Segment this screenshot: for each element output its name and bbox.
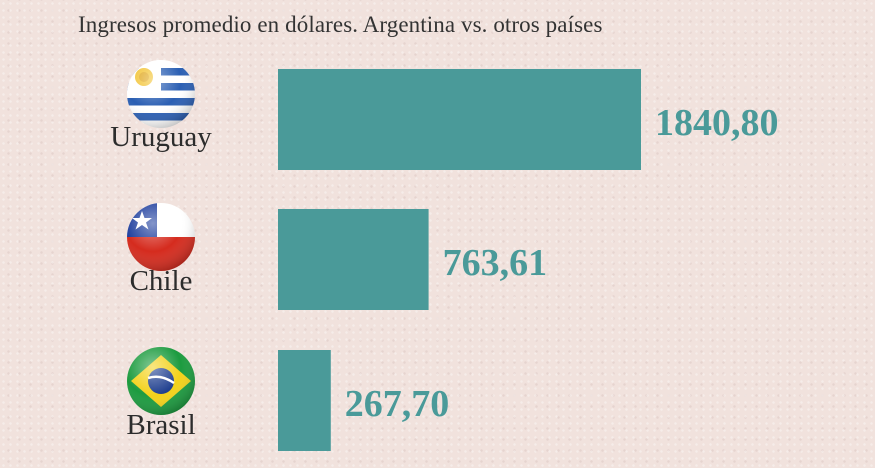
bar-uruguay — [278, 69, 641, 170]
bar-chile — [278, 209, 429, 310]
brasil-flag-icon — [127, 347, 195, 415]
chart-title: Ingresos promedio en dólares. Argentina … — [78, 12, 603, 37]
category-label-brasil: Brasil — [126, 409, 195, 441]
value-label-chile: 763,61 — [443, 242, 548, 284]
category-label-uruguay: Uruguay — [110, 121, 212, 153]
value-label-brasil: 267,70 — [345, 383, 450, 425]
value-label-uruguay: 1840,80 — [655, 102, 779, 144]
bar-brasil — [278, 350, 331, 451]
chile-flag-icon — [127, 203, 195, 271]
category-label-chile: Chile — [130, 265, 193, 297]
uruguay-flag-icon — [127, 60, 195, 128]
